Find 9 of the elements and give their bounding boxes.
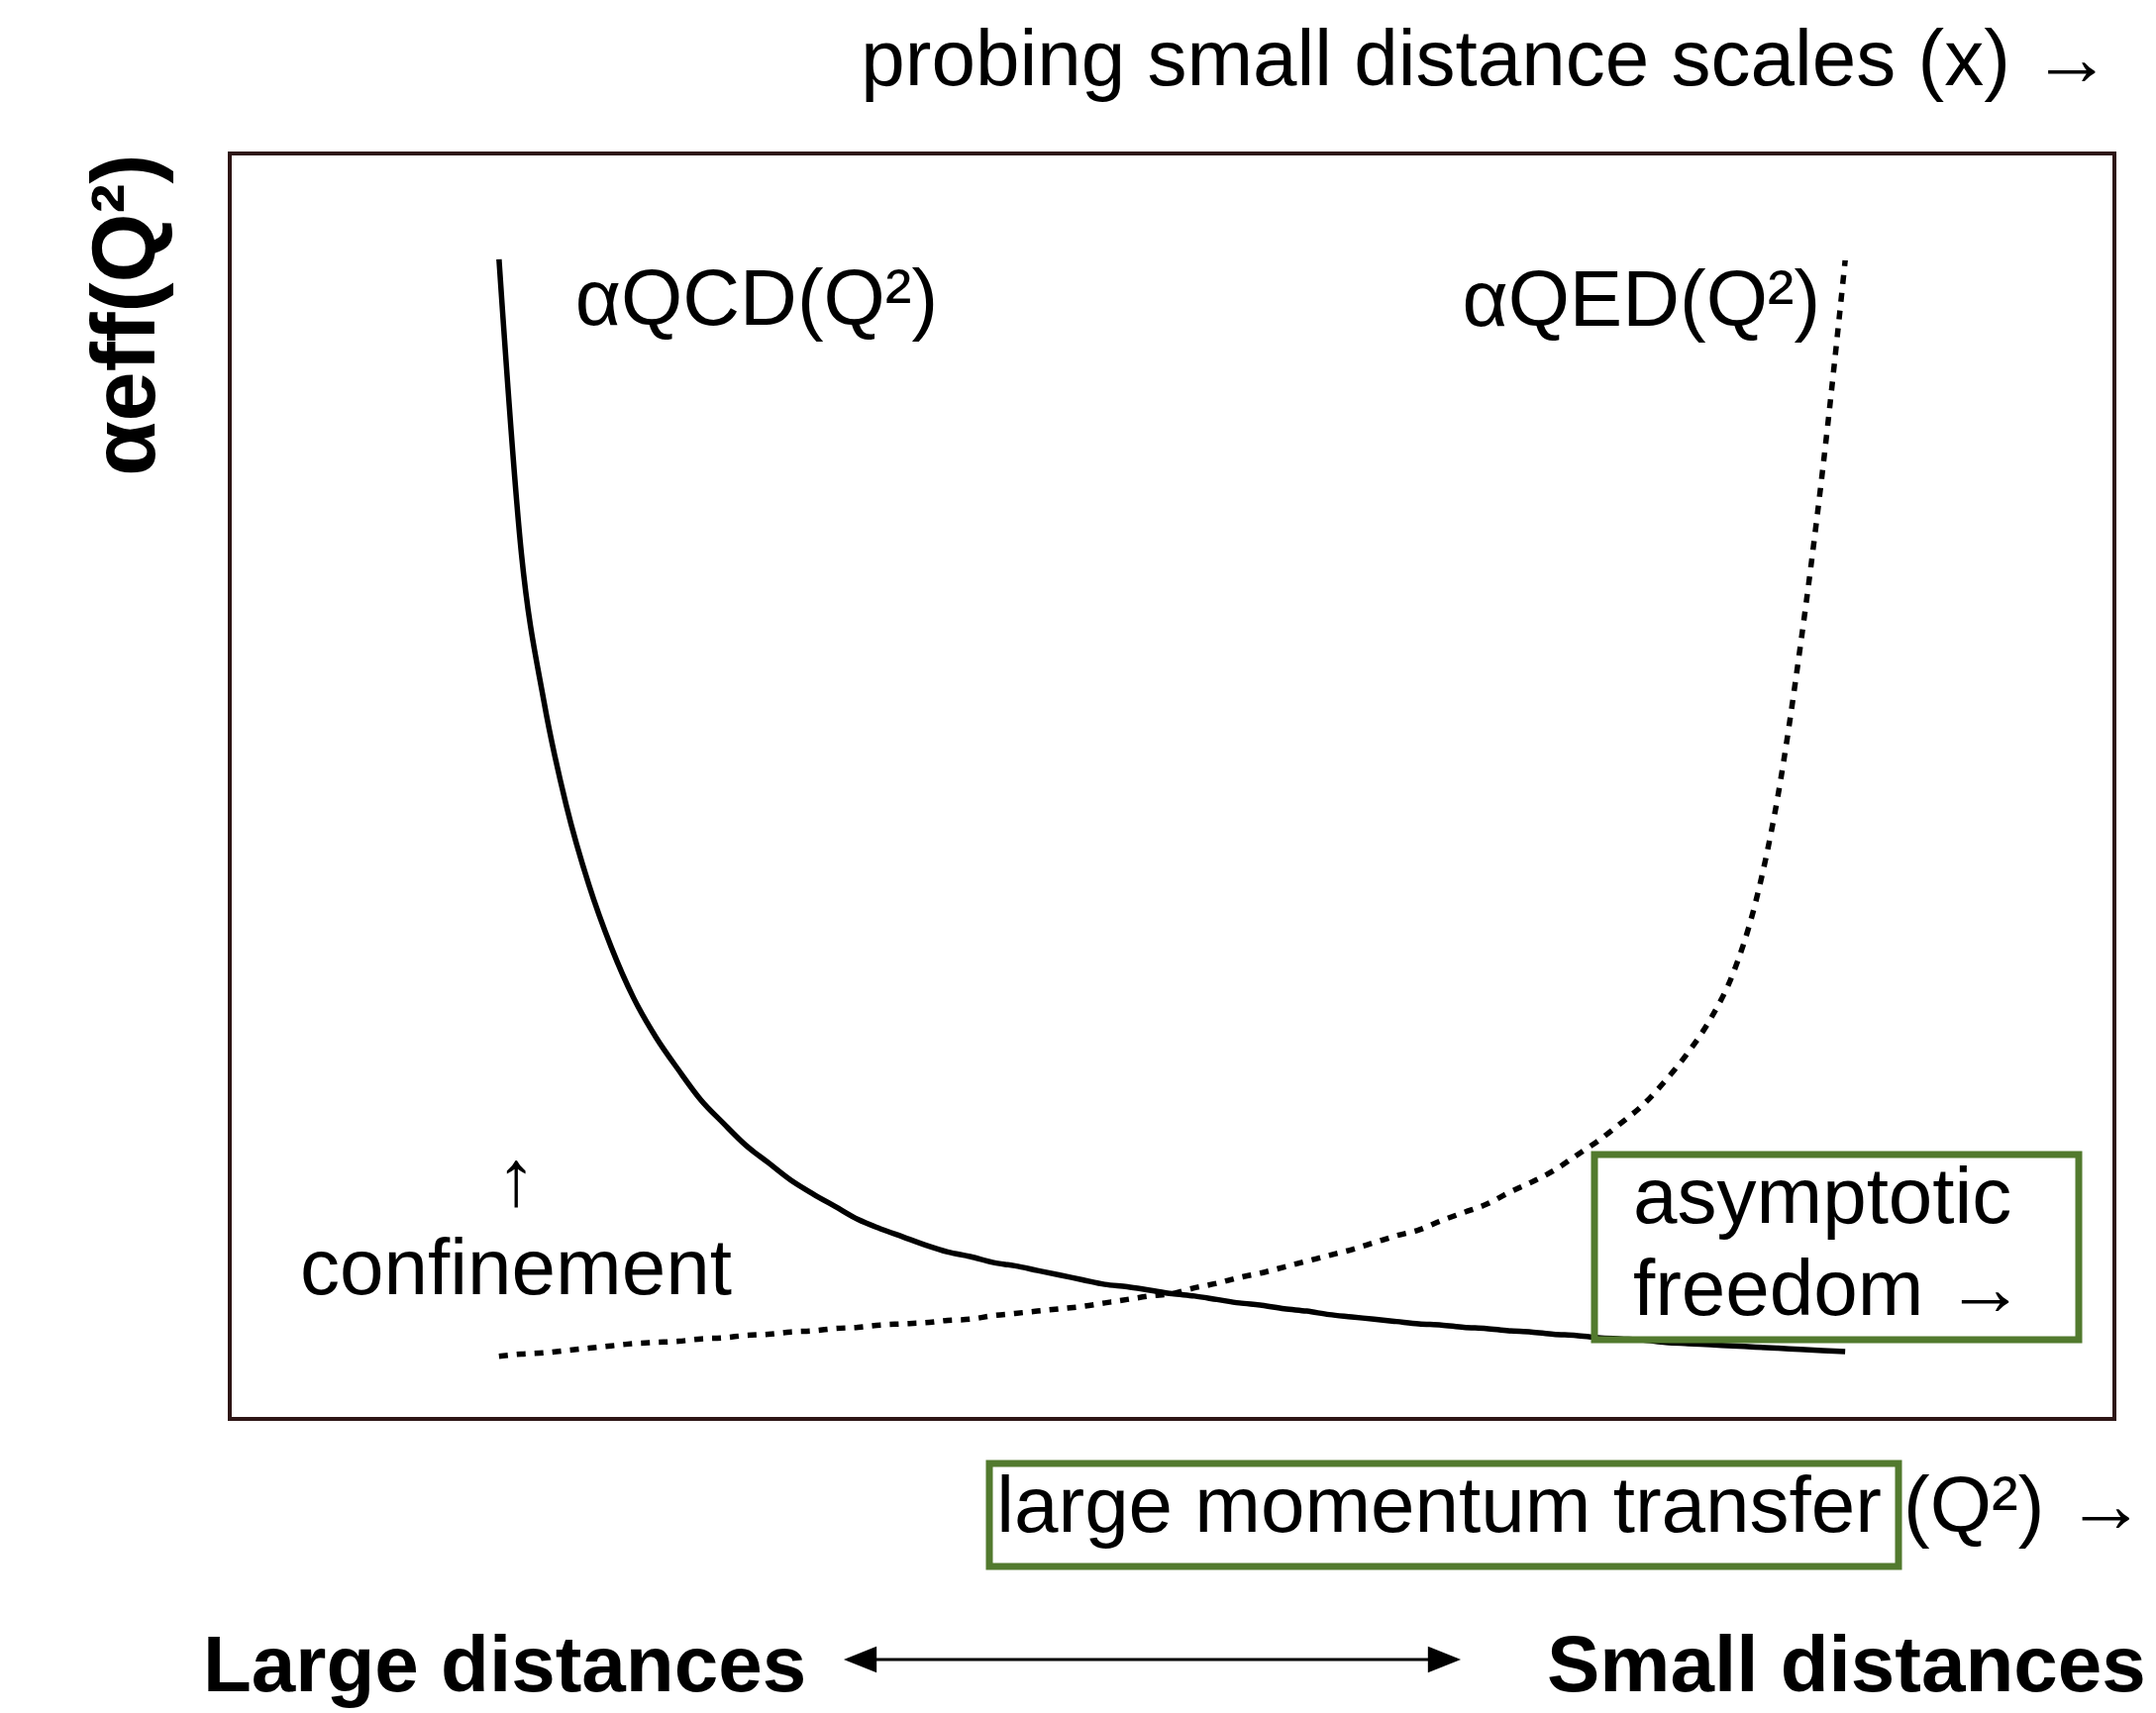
text: Large distances <box>203 1620 807 1708</box>
x2-axis-title: probing small distance scales (x) → <box>861 14 2111 102</box>
series-label: αQED(Q²) <box>1462 254 1821 344</box>
y-axis-title: αeff(Q²) <box>73 153 173 476</box>
x-axis-title: large momentum transfer (Q²) → <box>996 1460 2146 1549</box>
series-label: αQCD(Q²) <box>574 252 939 342</box>
annotation: ↑ confinement <box>300 1134 732 1311</box>
text: Small distances <box>1547 1620 2146 1708</box>
annotation: asymptotic freedom → <box>1633 1152 2025 1332</box>
